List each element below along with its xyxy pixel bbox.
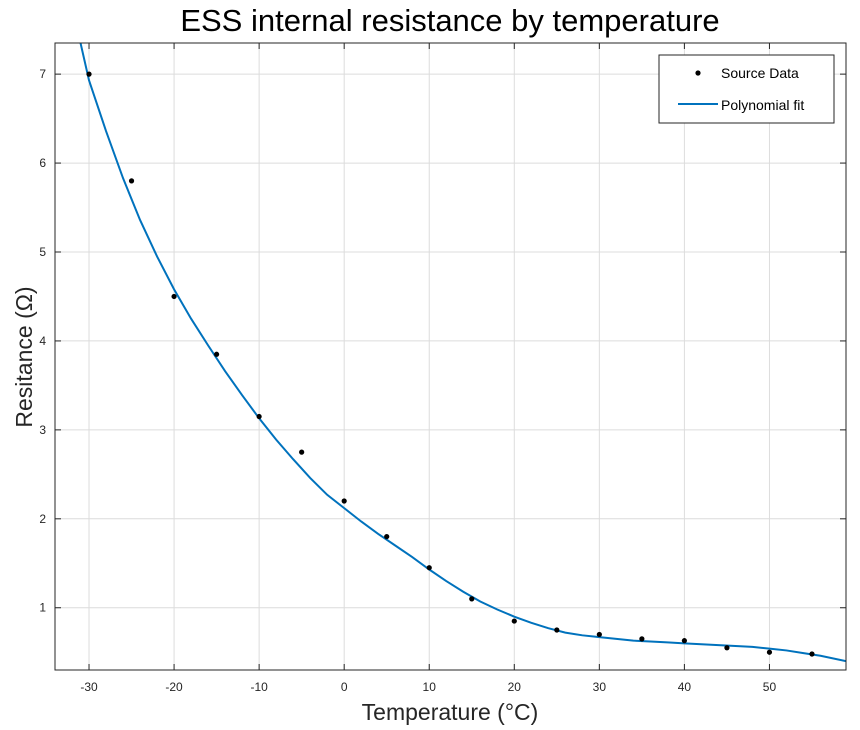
data-point-source: [809, 651, 815, 657]
y-axis-label: Resitance (Ω): [11, 286, 37, 427]
x-tick-label: 40: [678, 680, 692, 694]
x-tick-label: 30: [593, 680, 607, 694]
y-tick-label: 5: [39, 245, 46, 259]
x-tick-label: -30: [80, 680, 98, 694]
plot-frame: [54, 42, 847, 671]
data-point-source: [766, 649, 773, 655]
legend-label-source-data: Source Data: [721, 65, 799, 81]
y-tick-label: 6: [39, 156, 46, 170]
data-point-source: [639, 636, 645, 642]
data-point-source: [128, 178, 135, 184]
chart-title: ESS internal resistance by temperature: [180, 3, 719, 38]
data-point-source: [341, 498, 347, 504]
y-tick-label: 2: [39, 512, 46, 526]
ticks: -30 -20 -10 0 10 20 30 40 50 1 2 3 4 5 6 7: [39, 43, 846, 694]
data-point-source: [511, 618, 517, 624]
x-tick-label: 0: [341, 680, 348, 694]
x-axis-label: Temperature (°C): [362, 699, 539, 725]
data-point-source: [469, 596, 475, 602]
legend-marker-source-data: [695, 70, 701, 76]
x-tick-label: -10: [250, 680, 268, 694]
x-tick-label: -20: [165, 680, 183, 694]
data-point-source: [299, 449, 305, 455]
x-tick-label: 20: [508, 680, 522, 694]
data-point-source: [554, 627, 560, 633]
fit-line-polynomial: [79, 43, 846, 663]
data-point-source: [214, 351, 220, 357]
data-point-source: [596, 631, 602, 638]
x-tick-label: 10: [423, 680, 437, 694]
series-layer: [79, 43, 846, 663]
data-point-source: [724, 645, 730, 651]
y-tick-label: 3: [39, 423, 46, 437]
data-point-source: [384, 533, 390, 540]
legend-box: [658, 54, 835, 124]
data-point-source: [681, 638, 687, 644]
x-tick-label: 50: [763, 680, 777, 694]
y-tick-label: 7: [39, 67, 46, 81]
plot-area: [55, 43, 846, 670]
data-point-source: [426, 565, 432, 571]
y-tick-label: 4: [39, 334, 46, 348]
legend-label-polynomial-fit: Polynomial fit: [721, 97, 804, 113]
data-point-source: [256, 413, 262, 420]
data-point-source: [171, 293, 177, 300]
y-tick-label: 1: [39, 601, 46, 615]
legend: Source Data Polynomial fit: [658, 54, 835, 124]
data-point-source: [86, 71, 92, 77]
